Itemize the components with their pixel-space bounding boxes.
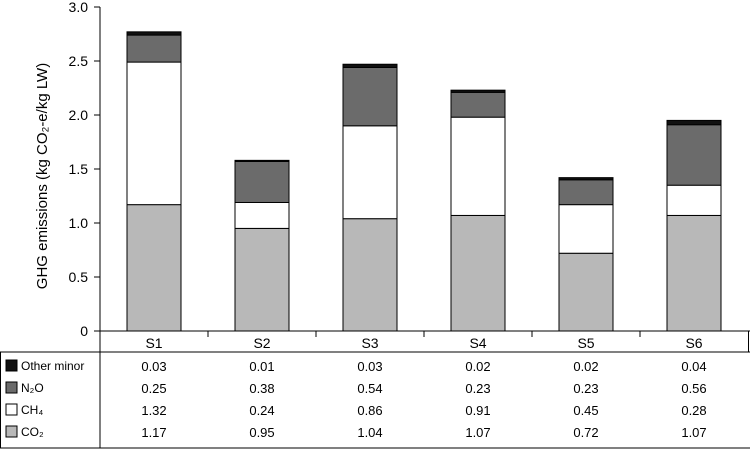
table-cell: 0.95 [249,425,274,440]
table-cell: 0.38 [249,381,274,396]
bar-segment [450,116,506,216]
y-tick-label: 3.0 [69,0,89,15]
legend-swatch [5,425,18,438]
category-label: S3 [361,335,378,351]
bar-segment [666,214,722,332]
row-label: CH₄ [21,403,43,417]
table-cell: 0.02 [573,359,598,374]
data-table: S1 S2 S3 S4 S5 S6 Other minor 0.03 0.01 0.03 0.02 0… [0,330,750,449]
table-cell: 0.01 [249,359,274,374]
bar-segment [450,89,506,93]
table-cell: 0.02 [465,359,490,374]
table-cell: 0.03 [141,359,166,374]
table-cell: 1.32 [141,403,166,418]
bar-segment [234,201,290,229]
bar-segment [234,227,290,332]
y-tick-label: 1.0 [69,215,89,231]
y-axis-label: GHG emissions (kg CO₂-e/kg LW) [34,63,51,289]
legend-swatch [5,381,18,394]
table-cell: 0.23 [573,381,598,396]
table-cell: 0.86 [357,403,382,418]
bar-segment [342,66,398,127]
table-cell: 1.07 [681,425,706,440]
legend-swatch [5,359,18,372]
y-tick-label: 0.5 [69,269,89,285]
table-cell: 1.17 [141,425,166,440]
bar-segment [666,184,722,216]
bar-segment [558,179,614,206]
legend-swatch [5,403,18,416]
table-cell: 0.45 [573,403,598,418]
row-label: Other minor [21,359,84,373]
table-cell: 0.04 [681,359,706,374]
bar-segment [126,204,182,332]
table-cell: 0.23 [465,381,490,396]
bar-segment [558,204,614,254]
bar-segment [234,160,290,203]
row-label: N₂O [21,381,44,395]
bar-segment [450,91,506,118]
y-tick-label: 0 [80,323,88,339]
bar-segment [450,214,506,332]
bar-segment [234,159,290,162]
y-tick-label: 1.5 [69,161,89,177]
bar-segment [126,31,182,36]
table-cell: 0.56 [681,381,706,396]
category-label: S2 [253,335,270,351]
table-cell: 1.07 [465,425,490,440]
table-cell: 0.91 [465,403,490,418]
category-label: S1 [145,335,162,351]
table-cell: 0.28 [681,403,706,418]
table-cell: 0.72 [573,425,598,440]
row-label: CO₂ [21,425,44,439]
bar-segment [666,119,722,126]
bar-segment [342,218,398,332]
bar-segment [342,125,398,220]
y-tick-label: 2.0 [69,107,89,123]
bar-segment [666,124,722,186]
table-cell: 0.24 [249,403,274,418]
bar-segment [342,63,398,68]
table-cell: 0.25 [141,381,166,396]
bar-segment [558,177,614,181]
category-label: S4 [469,335,486,351]
y-tick-label: 2.5 [69,53,89,69]
bar-segment [126,34,182,63]
category-label: S5 [577,335,594,351]
bar-segment [558,252,614,332]
table-cell: 0.03 [357,359,382,374]
plot-area: 0 0.5 1.0 1.5 2.0 2.5 3.0 [69,0,722,339]
bar-segment [126,61,182,206]
category-label: S6 [685,335,702,351]
table-cell: 1.04 [357,425,382,440]
table-cell: 0.54 [357,381,382,396]
